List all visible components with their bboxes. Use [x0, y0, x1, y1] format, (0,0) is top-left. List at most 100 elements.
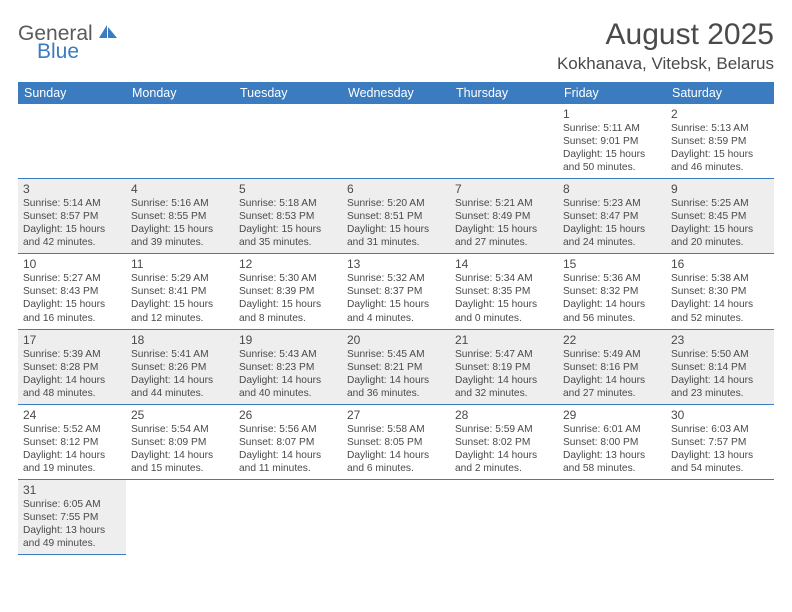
day-info: Sunrise: 6:03 AMSunset: 7:57 PMDaylight:…: [671, 423, 769, 475]
day-number: 28: [455, 408, 553, 422]
calendar-week: 17Sunrise: 5:39 AMSunset: 8:28 PMDayligh…: [18, 329, 774, 404]
day-number: 16: [671, 257, 769, 271]
day-info: Sunrise: 5:45 AMSunset: 8:21 PMDaylight:…: [347, 348, 445, 400]
calendar-day: 28Sunrise: 5:59 AMSunset: 8:02 PMDayligh…: [450, 404, 558, 479]
day-info: Sunrise: 5:38 AMSunset: 8:30 PMDaylight:…: [671, 272, 769, 324]
day-number: 22: [563, 333, 661, 347]
calendar-day: 2Sunrise: 5:13 AMSunset: 8:59 PMDaylight…: [666, 104, 774, 179]
calendar-day: 27Sunrise: 5:58 AMSunset: 8:05 PMDayligh…: [342, 404, 450, 479]
day-number: 13: [347, 257, 445, 271]
calendar-day: 22Sunrise: 5:49 AMSunset: 8:16 PMDayligh…: [558, 329, 666, 404]
day-info: Sunrise: 5:13 AMSunset: 8:59 PMDaylight:…: [671, 122, 769, 174]
calendar-empty: [342, 479, 450, 554]
day-info: Sunrise: 5:50 AMSunset: 8:14 PMDaylight:…: [671, 348, 769, 400]
calendar-day: 16Sunrise: 5:38 AMSunset: 8:30 PMDayligh…: [666, 254, 774, 329]
day-info: Sunrise: 5:41 AMSunset: 8:26 PMDaylight:…: [131, 348, 229, 400]
day-info: Sunrise: 5:29 AMSunset: 8:41 PMDaylight:…: [131, 272, 229, 324]
day-number: 24: [23, 408, 121, 422]
day-header: Saturday: [666, 82, 774, 104]
day-number: 23: [671, 333, 769, 347]
calendar-day: 30Sunrise: 6:03 AMSunset: 7:57 PMDayligh…: [666, 404, 774, 479]
day-number: 31: [23, 483, 121, 497]
day-header-row: SundayMondayTuesdayWednesdayThursdayFrid…: [18, 82, 774, 104]
calendar-day: 25Sunrise: 5:54 AMSunset: 8:09 PMDayligh…: [126, 404, 234, 479]
day-info: Sunrise: 6:05 AMSunset: 7:55 PMDaylight:…: [23, 498, 121, 550]
day-number: 14: [455, 257, 553, 271]
calendar-body: 1Sunrise: 5:11 AMSunset: 9:01 PMDaylight…: [18, 104, 774, 555]
day-number: 9: [671, 182, 769, 196]
day-info: Sunrise: 6:01 AMSunset: 8:00 PMDaylight:…: [563, 423, 661, 475]
calendar-week: 1Sunrise: 5:11 AMSunset: 9:01 PMDaylight…: [18, 104, 774, 179]
day-info: Sunrise: 5:43 AMSunset: 8:23 PMDaylight:…: [239, 348, 337, 400]
calendar-day: 6Sunrise: 5:20 AMSunset: 8:51 PMDaylight…: [342, 179, 450, 254]
day-number: 6: [347, 182, 445, 196]
calendar-day: 8Sunrise: 5:23 AMSunset: 8:47 PMDaylight…: [558, 179, 666, 254]
calendar-week: 3Sunrise: 5:14 AMSunset: 8:57 PMDaylight…: [18, 179, 774, 254]
calendar-empty: [558, 479, 666, 554]
calendar-day: 1Sunrise: 5:11 AMSunset: 9:01 PMDaylight…: [558, 104, 666, 179]
day-number: 18: [131, 333, 229, 347]
day-info: Sunrise: 5:56 AMSunset: 8:07 PMDaylight:…: [239, 423, 337, 475]
day-number: 15: [563, 257, 661, 271]
day-info: Sunrise: 5:54 AMSunset: 8:09 PMDaylight:…: [131, 423, 229, 475]
day-info: Sunrise: 5:58 AMSunset: 8:05 PMDaylight:…: [347, 423, 445, 475]
calendar-week: 24Sunrise: 5:52 AMSunset: 8:12 PMDayligh…: [18, 404, 774, 479]
day-info: Sunrise: 5:59 AMSunset: 8:02 PMDaylight:…: [455, 423, 553, 475]
day-number: 7: [455, 182, 553, 196]
day-info: Sunrise: 5:39 AMSunset: 8:28 PMDaylight:…: [23, 348, 121, 400]
day-number: 27: [347, 408, 445, 422]
day-info: Sunrise: 5:36 AMSunset: 8:32 PMDaylight:…: [563, 272, 661, 324]
calendar-day: 23Sunrise: 5:50 AMSunset: 8:14 PMDayligh…: [666, 329, 774, 404]
calendar-table: SundayMondayTuesdayWednesdayThursdayFrid…: [18, 82, 774, 555]
day-header: Tuesday: [234, 82, 342, 104]
calendar-day: 21Sunrise: 5:47 AMSunset: 8:19 PMDayligh…: [450, 329, 558, 404]
day-number: 11: [131, 257, 229, 271]
header: General August 2025 Kokhanava, Vitebsk, …: [18, 18, 774, 74]
month-title: August 2025: [557, 18, 774, 52]
calendar-day: 3Sunrise: 5:14 AMSunset: 8:57 PMDaylight…: [18, 179, 126, 254]
calendar-day: 7Sunrise: 5:21 AMSunset: 8:49 PMDaylight…: [450, 179, 558, 254]
logo-text-blue-wrap: Blue: [37, 40, 79, 64]
calendar-day: 14Sunrise: 5:34 AMSunset: 8:35 PMDayligh…: [450, 254, 558, 329]
day-number: 8: [563, 182, 661, 196]
title-block: August 2025 Kokhanava, Vitebsk, Belarus: [557, 18, 774, 74]
day-info: Sunrise: 5:49 AMSunset: 8:16 PMDaylight:…: [563, 348, 661, 400]
calendar-day: 4Sunrise: 5:16 AMSunset: 8:55 PMDaylight…: [126, 179, 234, 254]
calendar-day: 13Sunrise: 5:32 AMSunset: 8:37 PMDayligh…: [342, 254, 450, 329]
day-info: Sunrise: 5:16 AMSunset: 8:55 PMDaylight:…: [131, 197, 229, 249]
day-number: 10: [23, 257, 121, 271]
day-number: 25: [131, 408, 229, 422]
calendar-day: 12Sunrise: 5:30 AMSunset: 8:39 PMDayligh…: [234, 254, 342, 329]
calendar-empty: [234, 104, 342, 179]
calendar-day: 20Sunrise: 5:45 AMSunset: 8:21 PMDayligh…: [342, 329, 450, 404]
day-number: 29: [563, 408, 661, 422]
calendar-day: 11Sunrise: 5:29 AMSunset: 8:41 PMDayligh…: [126, 254, 234, 329]
day-info: Sunrise: 5:32 AMSunset: 8:37 PMDaylight:…: [347, 272, 445, 324]
calendar-week: 10Sunrise: 5:27 AMSunset: 8:43 PMDayligh…: [18, 254, 774, 329]
calendar-day: 17Sunrise: 5:39 AMSunset: 8:28 PMDayligh…: [18, 329, 126, 404]
location-text: Kokhanava, Vitebsk, Belarus: [557, 54, 774, 74]
day-number: 26: [239, 408, 337, 422]
calendar-week: 31Sunrise: 6:05 AMSunset: 7:55 PMDayligh…: [18, 479, 774, 554]
day-number: 21: [455, 333, 553, 347]
calendar-empty: [450, 479, 558, 554]
day-number: 5: [239, 182, 337, 196]
calendar-day: 18Sunrise: 5:41 AMSunset: 8:26 PMDayligh…: [126, 329, 234, 404]
day-info: Sunrise: 5:25 AMSunset: 8:45 PMDaylight:…: [671, 197, 769, 249]
day-header: Friday: [558, 82, 666, 104]
day-info: Sunrise: 5:23 AMSunset: 8:47 PMDaylight:…: [563, 197, 661, 249]
calendar-day: 15Sunrise: 5:36 AMSunset: 8:32 PMDayligh…: [558, 254, 666, 329]
day-info: Sunrise: 5:11 AMSunset: 9:01 PMDaylight:…: [563, 122, 661, 174]
day-info: Sunrise: 5:34 AMSunset: 8:35 PMDaylight:…: [455, 272, 553, 324]
calendar-day: 29Sunrise: 6:01 AMSunset: 8:00 PMDayligh…: [558, 404, 666, 479]
day-number: 30: [671, 408, 769, 422]
calendar-empty: [342, 104, 450, 179]
calendar-day: 10Sunrise: 5:27 AMSunset: 8:43 PMDayligh…: [18, 254, 126, 329]
calendar-empty: [126, 104, 234, 179]
day-header: Thursday: [450, 82, 558, 104]
calendar-empty: [450, 104, 558, 179]
day-info: Sunrise: 5:47 AMSunset: 8:19 PMDaylight:…: [455, 348, 553, 400]
day-info: Sunrise: 5:20 AMSunset: 8:51 PMDaylight:…: [347, 197, 445, 249]
day-info: Sunrise: 5:18 AMSunset: 8:53 PMDaylight:…: [239, 197, 337, 249]
calendar-day: 24Sunrise: 5:52 AMSunset: 8:12 PMDayligh…: [18, 404, 126, 479]
